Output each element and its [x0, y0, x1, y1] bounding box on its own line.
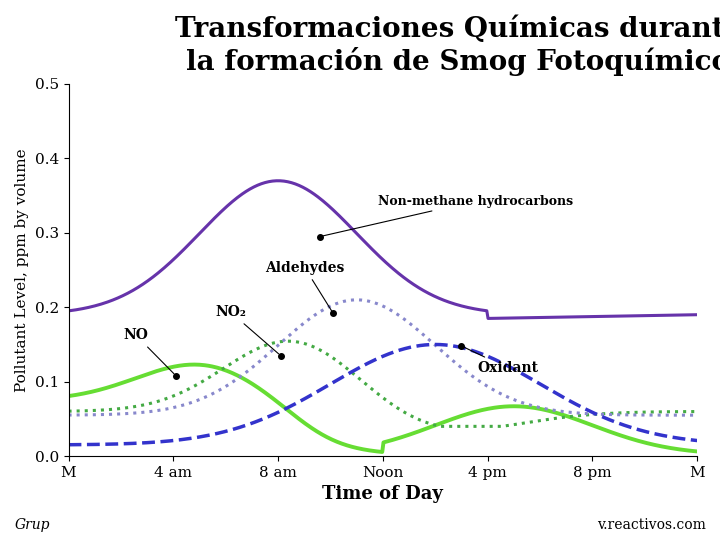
- Text: Oxidant: Oxidant: [464, 347, 538, 375]
- Text: v.reactivos.com: v.reactivos.com: [597, 518, 706, 532]
- Text: NO: NO: [124, 328, 174, 374]
- X-axis label: Time of Day: Time of Day: [323, 485, 444, 503]
- Text: NO₂: NO₂: [215, 305, 279, 354]
- Text: Non-methane hydrocarbons: Non-methane hydrocarbons: [323, 194, 572, 236]
- Text: Grup: Grup: [14, 518, 50, 532]
- Text: Aldehydes: Aldehydes: [265, 260, 344, 311]
- Y-axis label: Pollutant Level, ppm by volume: Pollutant Level, ppm by volume: [15, 148, 29, 392]
- Title: Transformaciones Químicas durante
la formación de Smog Fotoquímico: Transformaciones Químicas durante la for…: [175, 15, 720, 76]
